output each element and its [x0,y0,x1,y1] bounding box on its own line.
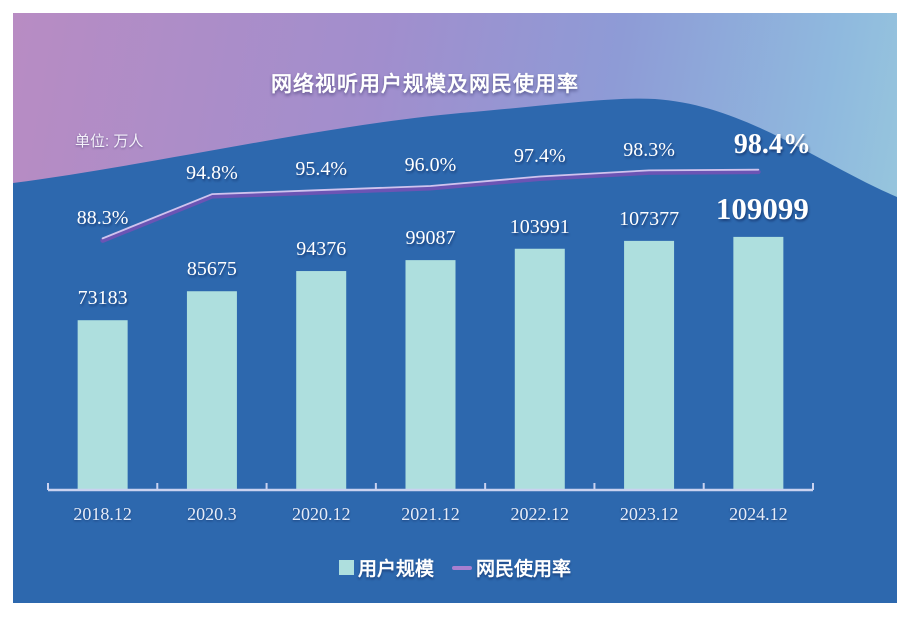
line-series-label: 网民使用率 [476,559,572,580]
bar [405,260,456,490]
bar [296,271,347,490]
rate-value-label: 88.3% [76,206,129,229]
x-axis-label: 2020.3 [187,504,237,524]
rate-value-label: 94.8% [186,162,238,185]
bar-value-label: 73183 [77,287,128,310]
chart-plot-area [13,98,897,603]
chart-canvas: 网络视听用户规模及网民使用率 单位: 万人 73183 85675 94376 990… [13,13,897,603]
bar-value-label: 94376 [296,238,347,261]
x-axis-label: 2024.12 [729,504,788,524]
bar [624,240,675,490]
unit-label: 单位: 万人 [75,133,144,150]
legend: 用户规模 网民使用率 [13,554,897,581]
legend-item-line: 网民使用率 [452,554,571,581]
chart-title: 网络视听用户规模及网民使用率 [271,73,579,96]
bar-value-label: 107377 [619,207,680,230]
legend-item-bars: 用户规模 [338,554,434,581]
bar [733,236,784,490]
bar-series-swatch-icon [338,560,354,575]
bar [514,248,565,490]
bar-value-label: 85675 [186,258,237,281]
rate-value-label: 98.4% [733,128,811,160]
bar [77,320,128,490]
rate-value-label: 95.4% [295,158,348,181]
bar-series-label: 用户规模 [357,559,434,580]
bar-value-label: 99087 [405,227,456,250]
x-axis-label: 2018.12 [73,504,132,524]
line-series-swatch-icon [452,565,472,570]
rate-value-label: 96.0% [404,154,457,177]
bar-value-label: 103991 [509,215,570,238]
bar-value-label: 109099 [715,190,809,226]
rate-line [100,169,761,243]
x-axis-label: 2023.12 [619,504,679,524]
bar [186,291,237,490]
x-axis-label: 2021.12 [401,504,460,524]
rate-value-label: 97.4% [513,144,566,167]
x-axis-label: 2022.12 [510,504,570,524]
rate-value-label: 98.3% [623,138,675,161]
x-axis-label: 2020.12 [291,504,351,524]
